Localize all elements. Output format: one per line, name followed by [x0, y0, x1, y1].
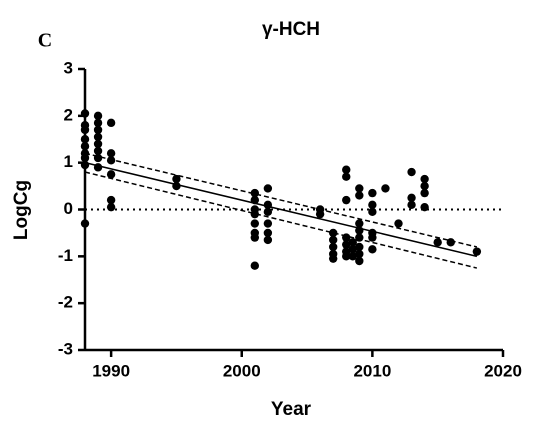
data-point [80, 135, 90, 144]
data-point [315, 209, 325, 219]
y-tick-label: 0 [64, 199, 73, 218]
data-point [172, 174, 181, 184]
data-point [172, 181, 181, 191]
data-point [342, 252, 351, 261]
data-point [355, 233, 364, 242]
data-point [433, 238, 442, 247]
data-point [355, 191, 364, 200]
data-point [420, 174, 429, 184]
x-tick-label: 1990 [92, 361, 130, 380]
data-point [93, 153, 103, 163]
data-point [80, 109, 90, 118]
data-point [355, 249, 364, 259]
data-point [328, 235, 338, 245]
panel-label: C [38, 30, 52, 52]
data-point [446, 238, 455, 247]
data-point [420, 202, 429, 212]
y-tick-label: 2 [64, 105, 73, 124]
data-point [328, 228, 338, 238]
data-point [348, 238, 357, 247]
data-point [80, 153, 90, 163]
y-tick-label: -2 [58, 293, 73, 312]
chart-title: γ-HCH [262, 19, 320, 40]
y-tick-label: -1 [58, 246, 73, 265]
data-point [93, 132, 103, 142]
data-point [93, 125, 103, 135]
data-point [106, 118, 116, 128]
data-point [368, 245, 377, 254]
data-point [263, 184, 273, 193]
data-point [420, 188, 429, 198]
data-point [381, 184, 390, 193]
x-tick-label: 2000 [223, 361, 261, 380]
data-point [355, 256, 364, 266]
data-point [368, 233, 377, 242]
data-point [355, 184, 364, 193]
data-point [80, 219, 90, 228]
y-tick-label: 1 [64, 152, 73, 171]
data-point [93, 111, 103, 121]
data-point [355, 226, 364, 235]
x-tick-label: 2020 [484, 361, 522, 380]
data-point [348, 252, 357, 261]
data-point [93, 146, 103, 156]
data-point [250, 209, 260, 219]
data-point [80, 160, 90, 170]
y-axis-label: LogCg [11, 180, 32, 240]
data-point [93, 118, 103, 128]
data-point [342, 195, 351, 205]
data-point [263, 219, 273, 228]
data-point [106, 149, 116, 158]
data-point [368, 200, 377, 210]
data-point [407, 193, 416, 202]
data-point [328, 254, 338, 263]
data-point [263, 207, 273, 217]
data-point [106, 195, 116, 205]
data-point [250, 188, 260, 198]
fit-line [84, 152, 478, 248]
data-point [328, 242, 338, 252]
data-point [106, 156, 116, 165]
data-point [394, 219, 403, 228]
data-point [368, 207, 377, 217]
data-point [250, 261, 260, 270]
data-point [263, 200, 273, 210]
data-point [355, 242, 364, 252]
data-point [263, 228, 273, 238]
data-point [342, 172, 351, 181]
data-point [355, 219, 364, 228]
data-point [80, 125, 90, 135]
data-point [80, 142, 90, 151]
data-point [250, 233, 260, 242]
data-point [93, 139, 103, 149]
data-point [407, 167, 416, 177]
data-point [342, 240, 351, 249]
data-point [106, 170, 116, 179]
data-point [368, 188, 377, 198]
x-axis-label: Year [271, 399, 312, 420]
data-point [263, 235, 273, 245]
y-tick-label: 3 [64, 58, 73, 77]
y-tick-label: -3 [58, 339, 73, 358]
data-point [472, 247, 482, 256]
data-point [93, 163, 103, 172]
data-point [348, 245, 357, 254]
data-point [342, 233, 351, 242]
data-point [250, 195, 260, 205]
fit-line [84, 161, 478, 258]
data-point [342, 165, 351, 174]
data-point [106, 202, 116, 212]
fit-line [84, 171, 478, 269]
data-point [250, 219, 260, 228]
x-tick-label: 2010 [353, 361, 391, 380]
data-point [420, 181, 429, 191]
data-point [407, 200, 416, 210]
